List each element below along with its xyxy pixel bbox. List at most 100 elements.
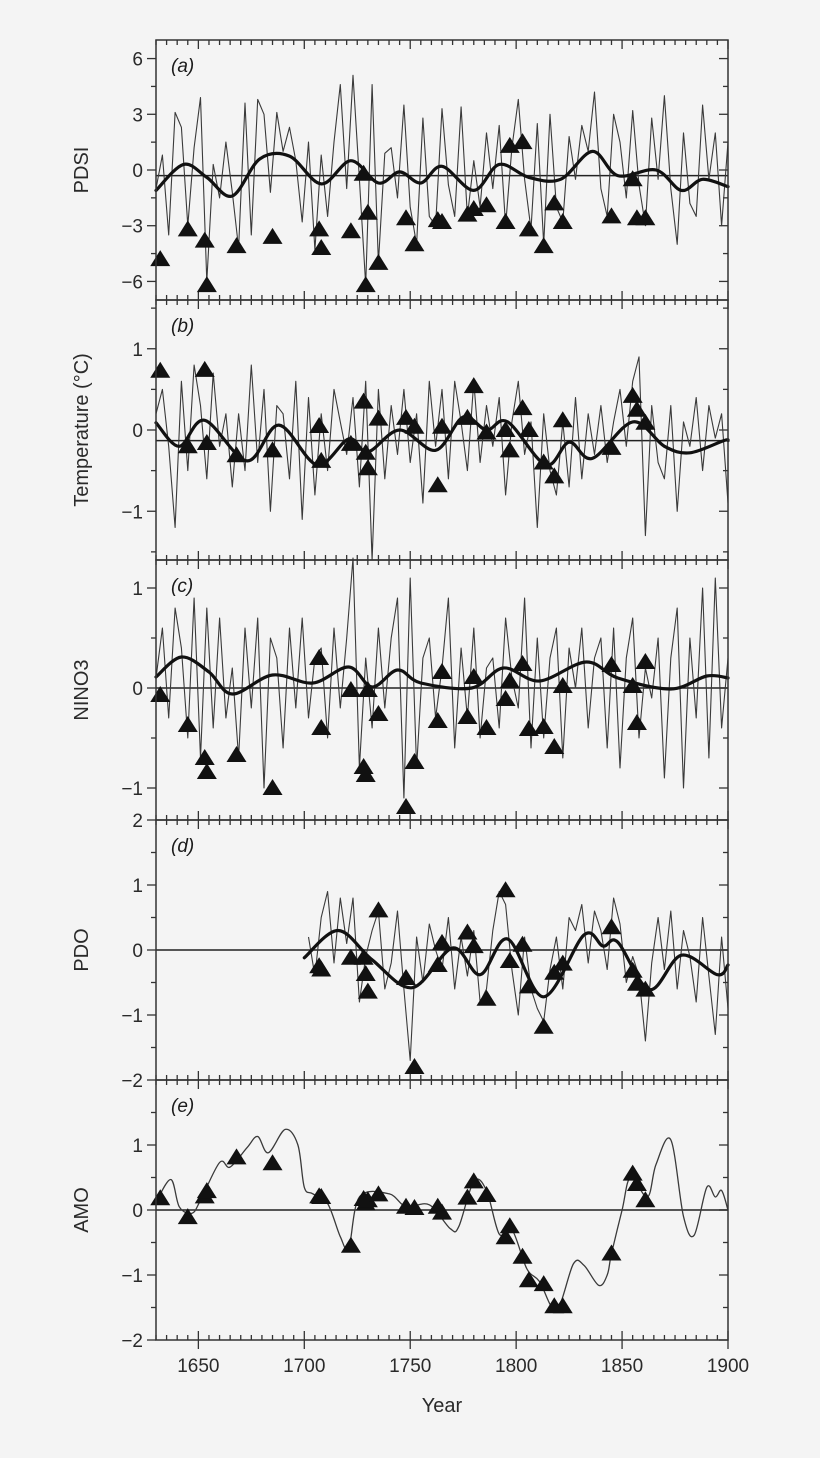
event-triangle-marker — [357, 459, 378, 476]
event-triangle-marker — [432, 417, 452, 434]
y-tick-label: 0 — [132, 1201, 143, 1222]
event-triangle-marker — [177, 1208, 198, 1225]
event-triangle-marker — [368, 901, 389, 918]
event-triangle-marker — [622, 961, 643, 978]
y-axis-title: PDSI — [71, 147, 93, 194]
event-triangle-marker — [404, 1058, 425, 1074]
panel-label: (d) — [171, 836, 194, 857]
y-tick-label: −1 — [121, 779, 143, 800]
event-triangle-marker — [476, 719, 497, 735]
event-triangle-marker — [601, 438, 622, 455]
event-triangle-marker — [311, 719, 332, 735]
x-axis: 1650 1700 1750 1800 1850 1900 — [177, 1340, 749, 1377]
x-tick-label: 1700 — [283, 1356, 325, 1377]
y-axis-title: NINO3 — [71, 659, 93, 720]
event-triangle-marker — [309, 416, 330, 433]
event-triangle-marker — [311, 239, 332, 255]
event-triangle-marker — [404, 417, 425, 434]
event-triangle-marker — [196, 1182, 217, 1199]
event-triangle-marker — [432, 933, 452, 950]
event-triangle-marker — [226, 1148, 247, 1165]
y-tick-label: 3 — [132, 105, 143, 126]
y-tick-label: −1 — [121, 1266, 143, 1287]
event-triangle-marker — [622, 170, 643, 187]
event-triangle-marker — [518, 720, 539, 736]
y-tick-label: 2 — [132, 811, 143, 832]
event-triangle-marker — [457, 923, 478, 940]
x-tick-label: 1900 — [707, 1356, 749, 1377]
event-triangle-marker — [353, 948, 374, 965]
event-triangle-marker — [499, 672, 520, 688]
x-tick-label: 1750 — [389, 1356, 431, 1377]
y-tick-label: −2 — [121, 1331, 143, 1352]
event-triangle-marker — [512, 399, 533, 416]
event-triangle-marker — [196, 434, 217, 450]
event-triangle-marker — [533, 718, 554, 734]
panels: 6 3 0 −3 −6 (a) PDSI 1 0 −1 (b) Temperature (°C) 1 0 −… — [71, 39, 730, 1352]
y-axis-title: AMO — [71, 1187, 93, 1233]
event-triangle-marker — [626, 400, 647, 417]
y-tick-label: 1 — [132, 876, 143, 897]
event-triangle-marker — [177, 716, 198, 732]
y-tick-label: −3 — [121, 217, 143, 238]
event-triangle-marker — [463, 937, 484, 954]
event-triangle-marker — [368, 253, 389, 270]
event-triangle-marker — [552, 1297, 573, 1314]
event-triangle-marker — [622, 677, 643, 693]
y-tick-label: −6 — [121, 272, 143, 293]
event-triangle-marker — [340, 1236, 361, 1253]
event-triangle-marker — [533, 1017, 554, 1034]
y-tick-label: 0 — [132, 679, 143, 700]
event-triangle-marker — [552, 213, 573, 229]
event-triangle-marker — [395, 798, 416, 814]
event-triangle-marker — [404, 235, 425, 252]
event-triangle-marker — [311, 960, 332, 977]
smoothed-series-line — [154, 149, 730, 198]
event-triangle-marker — [368, 705, 389, 721]
event-triangle-marker — [355, 276, 376, 293]
event-triangle-marker — [512, 655, 533, 671]
event-triangle-marker — [432, 213, 452, 229]
event-triangle-marker — [533, 453, 554, 470]
event-triangle-marker — [194, 231, 215, 248]
event-triangle-marker — [432, 663, 452, 679]
event-triangle-marker — [499, 952, 520, 969]
event-triangle-marker — [353, 392, 374, 409]
event-triangle-marker — [476, 423, 497, 440]
annual-series-line — [155, 356, 729, 561]
event-triangle-marker — [262, 441, 283, 458]
event-triangle-marker — [495, 421, 516, 437]
event-triangle-marker — [395, 408, 416, 425]
event-triangle-marker — [601, 207, 622, 224]
panel-label: (e) — [171, 1096, 194, 1117]
event-triangle-marker — [552, 954, 573, 971]
x-tick-label: 1650 — [177, 1356, 219, 1377]
event-triangle-marker — [368, 409, 389, 426]
event-triangle-marker — [340, 434, 361, 451]
event-triangle-marker — [476, 196, 497, 213]
event-triangle-marker — [395, 968, 416, 985]
event-triangle-marker — [552, 677, 573, 693]
y-axis-title: PDO — [71, 928, 93, 971]
y-tick-label: −2 — [121, 1071, 143, 1092]
event-triangle-marker — [495, 213, 516, 229]
event-triangle-marker — [544, 194, 565, 211]
x-axis-title: Year — [422, 1395, 463, 1417]
event-triangle-marker — [518, 1271, 539, 1288]
event-triangle-marker — [512, 935, 533, 952]
event-triangle-marker — [635, 209, 656, 226]
event-triangle-marker — [311, 451, 332, 468]
event-triangle-marker — [353, 758, 374, 774]
event-triangle-marker — [355, 766, 376, 782]
event-triangle-marker — [533, 1275, 554, 1292]
y-tick-label: 0 — [132, 941, 143, 962]
event-triangle-marker — [357, 681, 378, 697]
event-triangle-marker — [196, 763, 217, 779]
event-triangle-marker — [476, 989, 497, 1006]
event-triangle-marker — [150, 361, 171, 378]
event-triangle-marker — [355, 443, 376, 460]
event-triangle-marker — [457, 408, 478, 425]
event-triangle-marker — [340, 948, 361, 965]
event-triangle-marker — [177, 437, 198, 454]
panel-label: (b) — [171, 316, 194, 337]
